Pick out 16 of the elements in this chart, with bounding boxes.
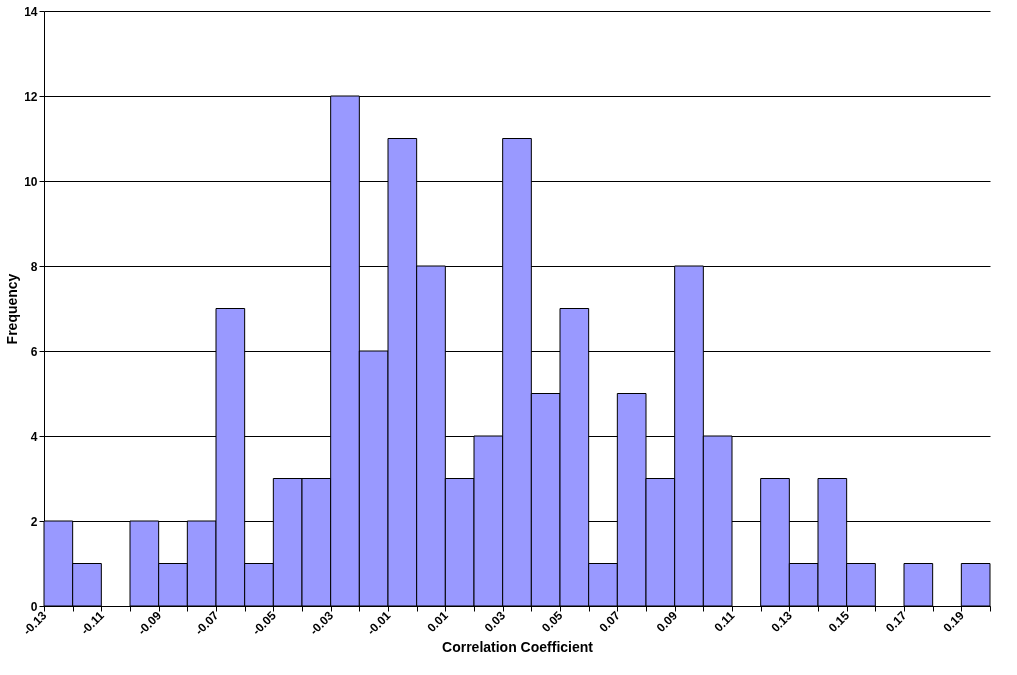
x-axis-title: Correlation Coefficient	[442, 639, 594, 656]
x-tick-label: 0.07	[596, 608, 624, 635]
x-tick-label: 0.19	[940, 608, 968, 635]
x-tick-label: 0.11	[711, 608, 738, 635]
y-tick-label: 4	[30, 429, 38, 444]
x-tick-label: 0.01	[424, 608, 452, 635]
y-tick-label: 12	[24, 89, 38, 104]
y-tick-label: 2	[30, 514, 38, 529]
y-tick-label: 6	[30, 344, 38, 359]
x-tick-label: 0.13	[768, 608, 796, 635]
y-axis-title: Frequency	[4, 273, 21, 345]
y-tick-label: 10	[24, 174, 38, 189]
y-tick-label: 0	[30, 599, 38, 614]
y-tick-label: 8	[30, 259, 38, 274]
y-tick-label: 14	[24, 4, 38, 19]
x-tick-label: 0.09	[653, 608, 681, 635]
